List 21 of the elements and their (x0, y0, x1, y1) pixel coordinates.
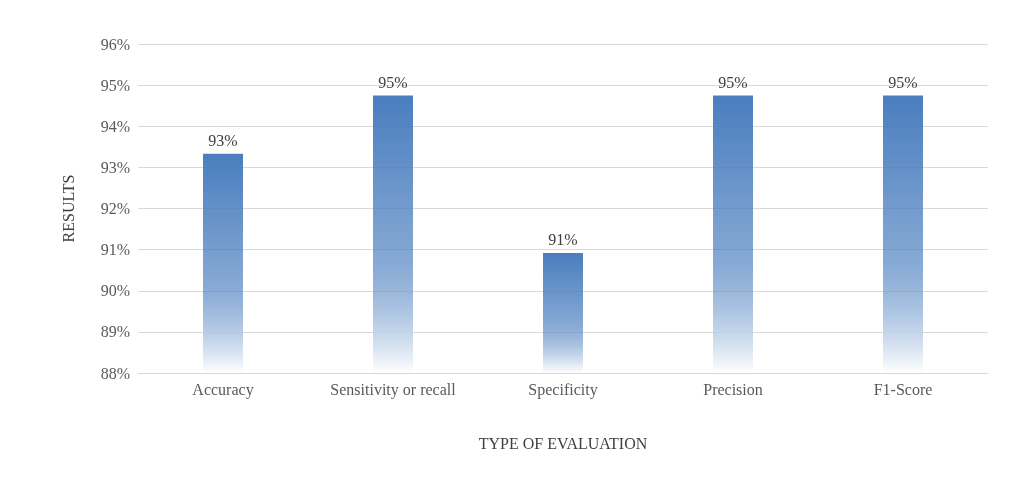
x-tick-label: Specificity (528, 380, 598, 399)
y-tick-label: 95% (100, 76, 130, 94)
y-tick-label: 88% (100, 364, 130, 382)
y-tick-label: 91% (100, 241, 130, 259)
y-tick-label: 96% (100, 35, 130, 53)
x-tick-label: Precision (703, 380, 763, 398)
data-label: 95% (888, 73, 918, 91)
x-axis-title: TYPE OF EVALUATION (478, 434, 648, 452)
y-tick-label: 90% (100, 282, 130, 300)
y-tick-label: 89% (100, 323, 130, 341)
x-tick-label: F1-Score (873, 380, 933, 398)
data-label: 91% (548, 231, 578, 249)
y-tick-label: 92% (100, 200, 130, 217)
y-tick-label: 94% (100, 117, 130, 135)
y-tick-label: 93% (100, 158, 130, 176)
data-label: 95% (378, 73, 408, 91)
data-label: 95% (718, 73, 748, 91)
x-tick-label: Accuracy (192, 380, 254, 399)
y-axis-title: RESULTS (59, 174, 77, 243)
x-tick-label: Sensitivity or recall (330, 380, 457, 399)
data-label: 93% (208, 132, 238, 150)
